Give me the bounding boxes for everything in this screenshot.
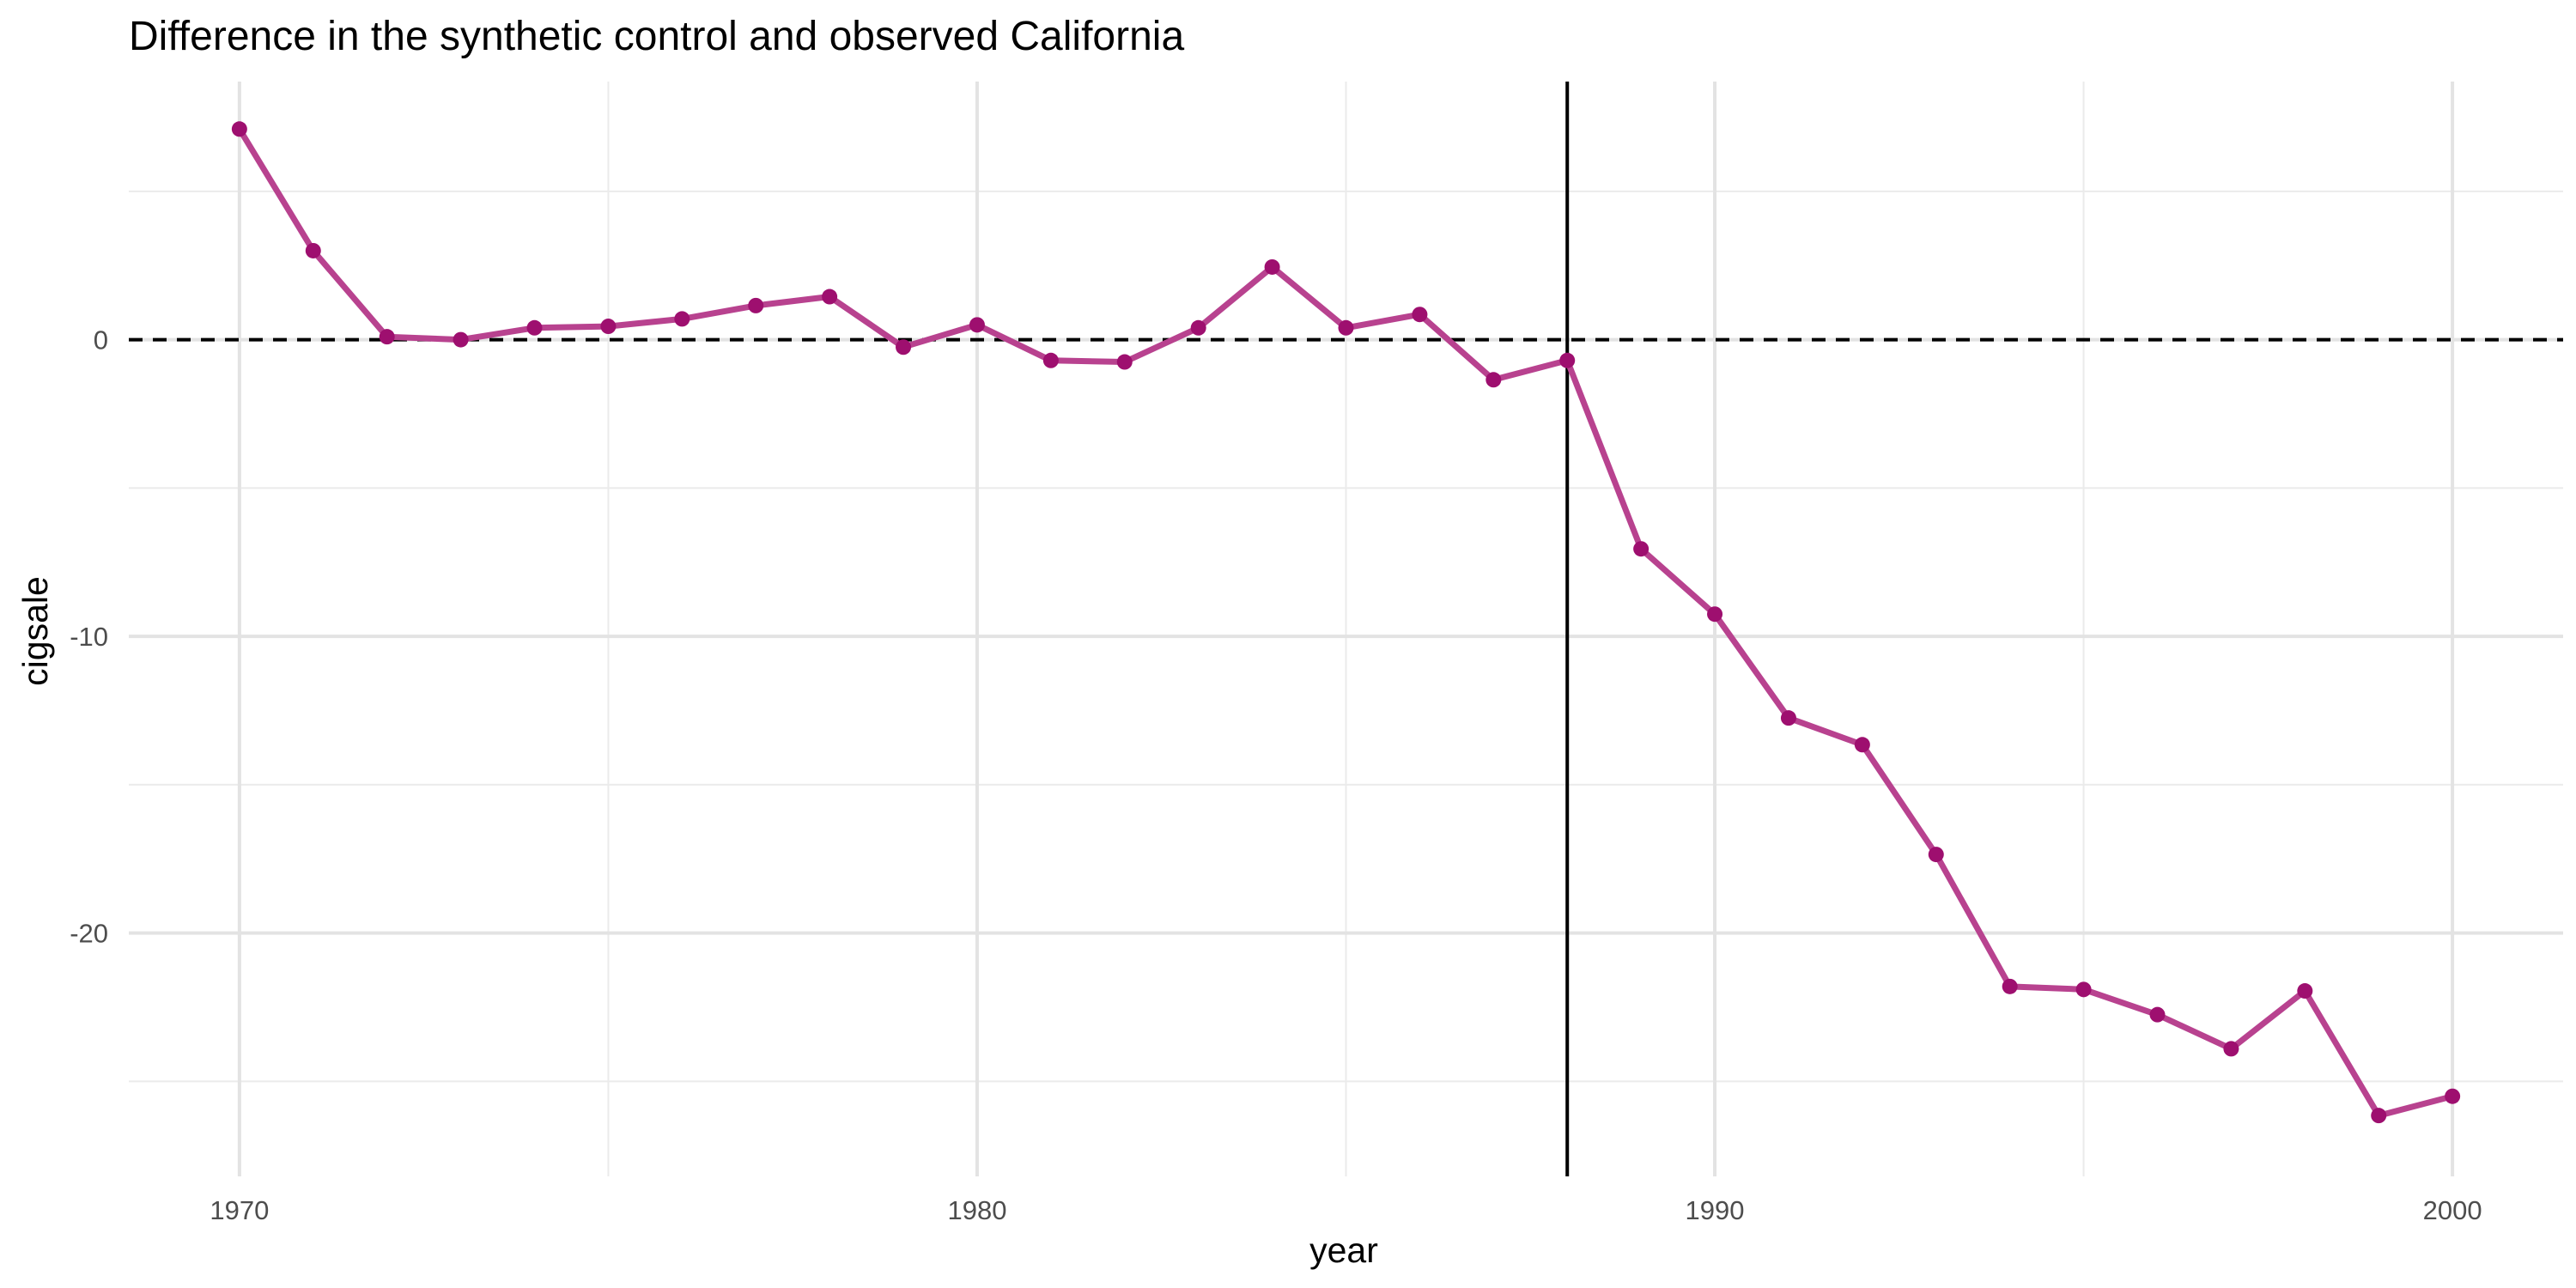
data-point <box>1854 737 1870 753</box>
data-point <box>1928 847 1944 863</box>
x-tick-label: 1990 <box>1686 1195 1745 1225</box>
data-point <box>2297 983 2313 999</box>
data-point <box>1780 710 1796 726</box>
data-point <box>2149 1006 2166 1023</box>
y-axis-title: cigsale <box>15 576 55 686</box>
data-point <box>969 317 985 333</box>
y-tick-label: -20 <box>70 919 108 949</box>
minor-gridlines <box>129 82 2563 1176</box>
data-point <box>1412 307 1428 323</box>
reference-lines <box>129 82 2563 1176</box>
data-point <box>896 339 912 355</box>
data-point <box>2371 1108 2387 1124</box>
data-point <box>674 311 690 327</box>
data-point <box>1707 606 1723 623</box>
y-tick-label: -10 <box>70 622 108 652</box>
data-point <box>1264 258 1280 275</box>
data-point <box>379 329 395 345</box>
data-point <box>600 319 617 335</box>
chart-title: Difference in the synthetic control and … <box>129 14 1184 59</box>
data-point <box>748 297 764 313</box>
series-layer <box>231 121 2461 1124</box>
x-tick-label: 1980 <box>947 1195 1006 1225</box>
data-point <box>822 289 838 305</box>
data-point <box>1559 352 1576 368</box>
data-point <box>1485 372 1502 388</box>
data-point <box>453 331 469 348</box>
data-point <box>2223 1041 2239 1057</box>
x-axis-title: year <box>1309 1230 1378 1270</box>
x-tick-label: 1970 <box>210 1195 269 1225</box>
data-point <box>2002 978 2018 994</box>
data-point <box>2445 1088 2461 1104</box>
x-tick-label: 2000 <box>2423 1195 2482 1225</box>
data-point <box>2075 981 2092 998</box>
data-point <box>526 319 543 336</box>
data-point <box>1338 319 1354 336</box>
data-point <box>305 242 321 258</box>
y-tick-label: 0 <box>94 325 108 355</box>
tick-labels: 1970 1980 1990 2000 0 -10 -20 <box>70 325 2482 1225</box>
data-point <box>1190 319 1206 336</box>
data-point <box>1116 354 1133 370</box>
data-point <box>1633 541 1649 557</box>
data-point <box>231 121 247 137</box>
data-point <box>1042 352 1059 368</box>
